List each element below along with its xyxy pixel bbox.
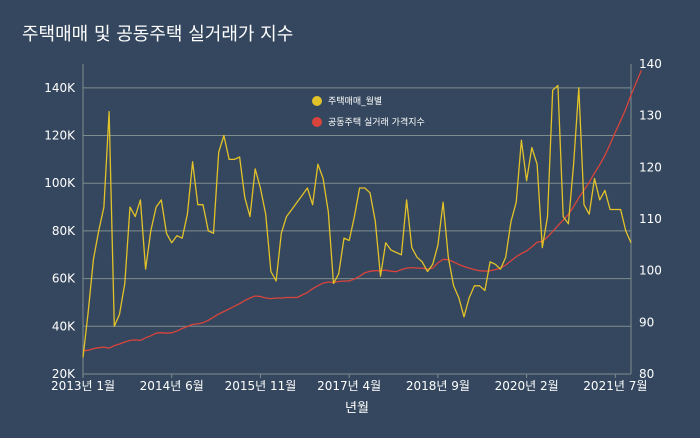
y-left-tick-label: 140K <box>44 81 76 95</box>
x-tick-label: 2015년 11월 <box>225 379 297 393</box>
y-right-tick-label: 120 <box>639 160 662 174</box>
x-tick-label: 2020년 2월 <box>495 379 559 393</box>
series-line-transactions <box>82 84 632 358</box>
legend-label-price-index: 공동주택 실거래 가격지수 <box>328 116 425 128</box>
x-tick-label: 2017년 4월 <box>317 379 381 393</box>
x-tick-label: 2014년 6월 <box>140 379 204 393</box>
y-left-tick-label: 80K <box>52 224 76 238</box>
y-left-tick-label: 100K <box>44 176 76 190</box>
chart-title: 주택매매 및 공동주택 실거래가 지수 <box>22 24 294 45</box>
legend-marker-price-index <box>312 117 322 127</box>
y-left-tick-label: 60K <box>52 272 76 286</box>
y-right-tick-label: 100 <box>639 264 662 278</box>
x-axis-title: 년월 <box>345 401 369 416</box>
legend-marker-transactions <box>312 96 322 106</box>
y-right-tick-label: 140 <box>639 57 662 71</box>
x-tick-label: 2021년 7월 <box>583 379 647 393</box>
y-left-tick-label: 120K <box>44 129 76 143</box>
legend-label-transactions: 주택매매_월별 <box>328 95 382 107</box>
x-tick-label: 2013년 1월 <box>51 379 115 393</box>
series-line-price-index <box>82 69 642 352</box>
y-right-tick-label: 90 <box>639 315 654 329</box>
y-right-tick-label: 80 <box>639 367 654 381</box>
y-left-tick-label: 20K <box>52 367 76 381</box>
y-right-tick-label: 110 <box>639 212 662 226</box>
y-left-tick-label: 40K <box>52 319 76 333</box>
x-tick-label: 2018년 9월 <box>406 379 470 393</box>
y-right-tick-label: 130 <box>639 109 662 123</box>
